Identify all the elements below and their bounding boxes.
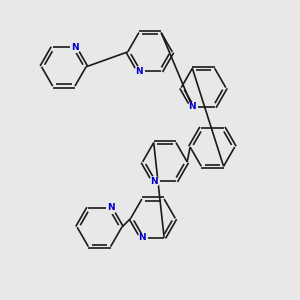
Text: N: N: [138, 233, 146, 242]
Text: N: N: [188, 102, 196, 111]
Text: N: N: [71, 43, 79, 52]
Text: N: N: [107, 203, 114, 212]
Text: N: N: [150, 177, 158, 186]
Text: N: N: [135, 67, 143, 76]
